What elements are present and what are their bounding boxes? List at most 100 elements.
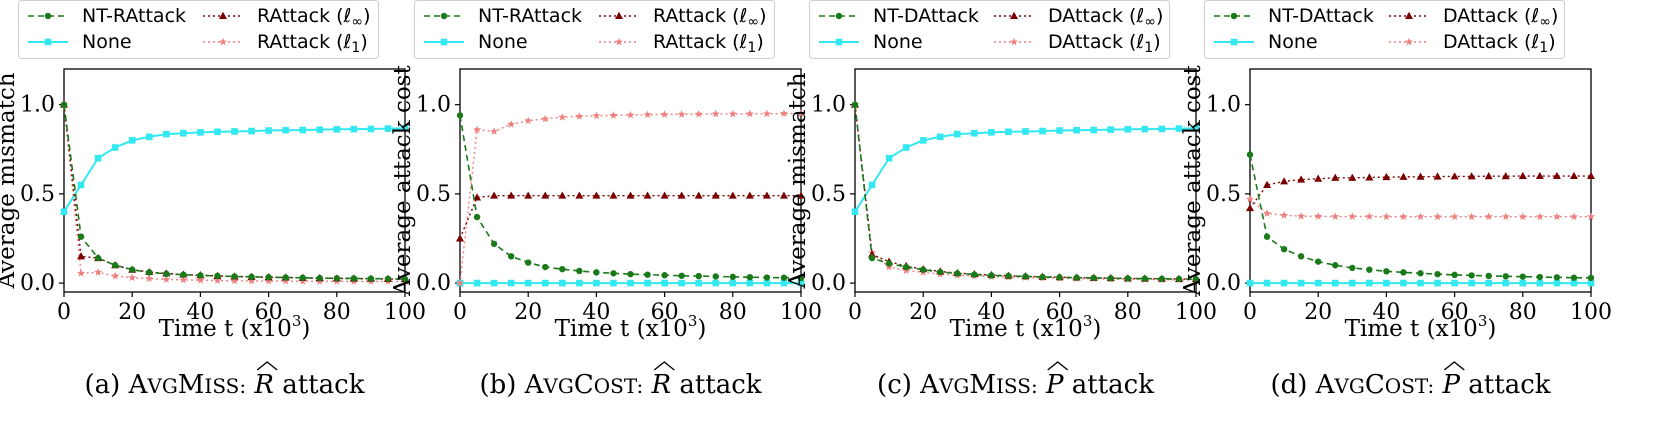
data-point-l1 [1501, 212, 1510, 221]
y-tick-label: 0.5 [416, 182, 451, 207]
x-axis-label: Time t (x103) [555, 312, 707, 342]
legend-label-linf: DAttack (ℓ∞) [1048, 5, 1163, 30]
data-point-none [333, 125, 341, 133]
x-tick-label: 40 [1372, 300, 1400, 325]
data-point-nt [988, 272, 995, 279]
data-point-l1 [626, 110, 635, 119]
data-point-l1 [797, 109, 805, 117]
legend-box [809, 0, 1170, 59]
data-point-none [1005, 128, 1012, 136]
data-point-nt [627, 270, 634, 278]
legend-label-none: None [82, 31, 132, 53]
data-point-nt [473, 213, 481, 221]
data-point-linf [762, 191, 771, 199]
data-point-none [473, 279, 481, 287]
data-point-l1 [677, 110, 686, 118]
data-point-nt [111, 262, 119, 269]
legend: NT-DAttack DAttack (ℓ∞) None DAttack (ℓ1) [1204, 0, 1565, 59]
data-point-linf [677, 191, 686, 199]
legend-marker-l1 [1010, 37, 1018, 46]
x-tick-label: 20 [514, 300, 542, 325]
data-point-none [1536, 279, 1544, 287]
data-point-l1 [94, 268, 103, 276]
data-point-none [401, 124, 409, 132]
series-line-linf [1249, 175, 1591, 209]
data-point-none [780, 279, 788, 287]
legend-marker-nt [835, 12, 843, 20]
plot-frame [63, 68, 406, 293]
data-point-nt [490, 240, 498, 248]
series-none [456, 279, 805, 287]
data-point-nt [661, 272, 668, 279]
data-point-nt [180, 271, 187, 278]
subfigure-caption: (a) AVGMISS: R attack [85, 370, 365, 400]
data-point-none [350, 125, 358, 133]
hat-accent [256, 361, 278, 371]
data-point-linf [711, 191, 720, 199]
data-point-none [797, 279, 805, 287]
data-point-nt [1366, 266, 1373, 273]
data-point-l1 [77, 269, 86, 277]
data-point-none [490, 279, 498, 287]
legend-marker-none [44, 38, 52, 46]
data-point-nt [384, 275, 392, 282]
data-point-nt [1468, 272, 1475, 279]
data-point-l1 [1433, 212, 1442, 221]
data-point-none [1107, 126, 1115, 133]
hat-accent [653, 361, 675, 371]
data-point-none [1366, 279, 1373, 287]
data-point-linf [1314, 174, 1323, 182]
data-point-linf [609, 191, 618, 199]
data-point-nt [712, 273, 719, 280]
legend: NT-RAttack RAttack (ℓ∞) None RAttack (ℓ1) [18, 0, 379, 59]
data-point-none [1349, 279, 1356, 287]
data-point-linf [660, 191, 669, 199]
data-point-none [180, 129, 187, 137]
data-point-none [1022, 128, 1029, 135]
data-point-l1 [1552, 212, 1561, 221]
data-point-none [145, 133, 153, 141]
data-point-l1 [128, 273, 137, 282]
data-point-none [954, 130, 961, 138]
data-point-nt [197, 272, 204, 279]
x-axis-label: Time t (x103) [950, 312, 1102, 342]
plot-frame [854, 68, 1197, 293]
data-point-none [524, 279, 532, 287]
data-point-none [729, 279, 737, 287]
legend-label-nt: NT-DAttack [1268, 5, 1374, 27]
legend-marker-none [1230, 38, 1238, 46]
data-point-nt [60, 101, 68, 108]
subfigure-caption: (b) AVGCOST: R attack [479, 370, 761, 400]
data-point-linf [1348, 173, 1357, 181]
data-point-none [1280, 279, 1288, 287]
data-point-linf [1484, 172, 1493, 180]
data-point-l1 [1535, 212, 1544, 221]
data-point-none [1502, 279, 1510, 287]
data-point-nt [1141, 275, 1149, 282]
data-point-l1 [745, 109, 754, 118]
data-point-none [1090, 126, 1097, 134]
data-point-l1 [247, 276, 256, 285]
data-point-none [576, 279, 583, 287]
series-nt [456, 112, 805, 282]
series-line-l1 [854, 104, 1197, 281]
data-point-nt [1451, 271, 1458, 279]
data-point-linf [77, 252, 86, 260]
data-point-linf [728, 191, 737, 199]
data-point-nt [1553, 274, 1561, 281]
data-point-linf [1416, 172, 1425, 180]
data-point-l1 [575, 112, 584, 120]
data-point-linf [558, 191, 567, 199]
data-point-l1 [524, 116, 533, 125]
x-tick-label: 80 [323, 300, 351, 325]
legend-label-nt: NT-RAttack [82, 5, 186, 27]
legend-label-none: None [1268, 31, 1318, 53]
series-line-none [854, 127, 1197, 213]
data-point-none [936, 133, 944, 141]
data-point-l1 [162, 275, 171, 283]
data-point-linf [507, 191, 516, 199]
data-point-nt [129, 266, 136, 273]
x-tick-label: 20 [118, 300, 146, 325]
x-tick-label: 60 [255, 300, 283, 325]
